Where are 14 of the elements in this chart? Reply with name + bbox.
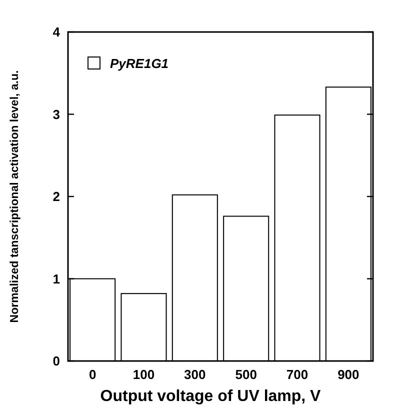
legend-label: PyRE1G1 [110, 56, 169, 71]
y-axis-title: Normalized tanscriptional activation level, a.u. [9, 70, 21, 323]
x-tick-label: 0 [88, 367, 96, 382]
y-tick-label: 4 [52, 24, 61, 40]
x-tick-label: 100 [132, 367, 155, 382]
y-tick-label: 0 [52, 354, 60, 369]
x-tick-label: 300 [184, 367, 206, 382]
x-tick-label: 900 [338, 367, 360, 382]
x-tick-label: 500 [235, 367, 257, 382]
x-tick-label: 700 [286, 367, 308, 382]
x-axis-title: Output voltage of UV lamp, V [100, 388, 322, 405]
y-tick-label: 2 [52, 189, 60, 204]
y-tick-label: 3 [52, 106, 60, 122]
y-tick-label: 1 [52, 271, 60, 286]
